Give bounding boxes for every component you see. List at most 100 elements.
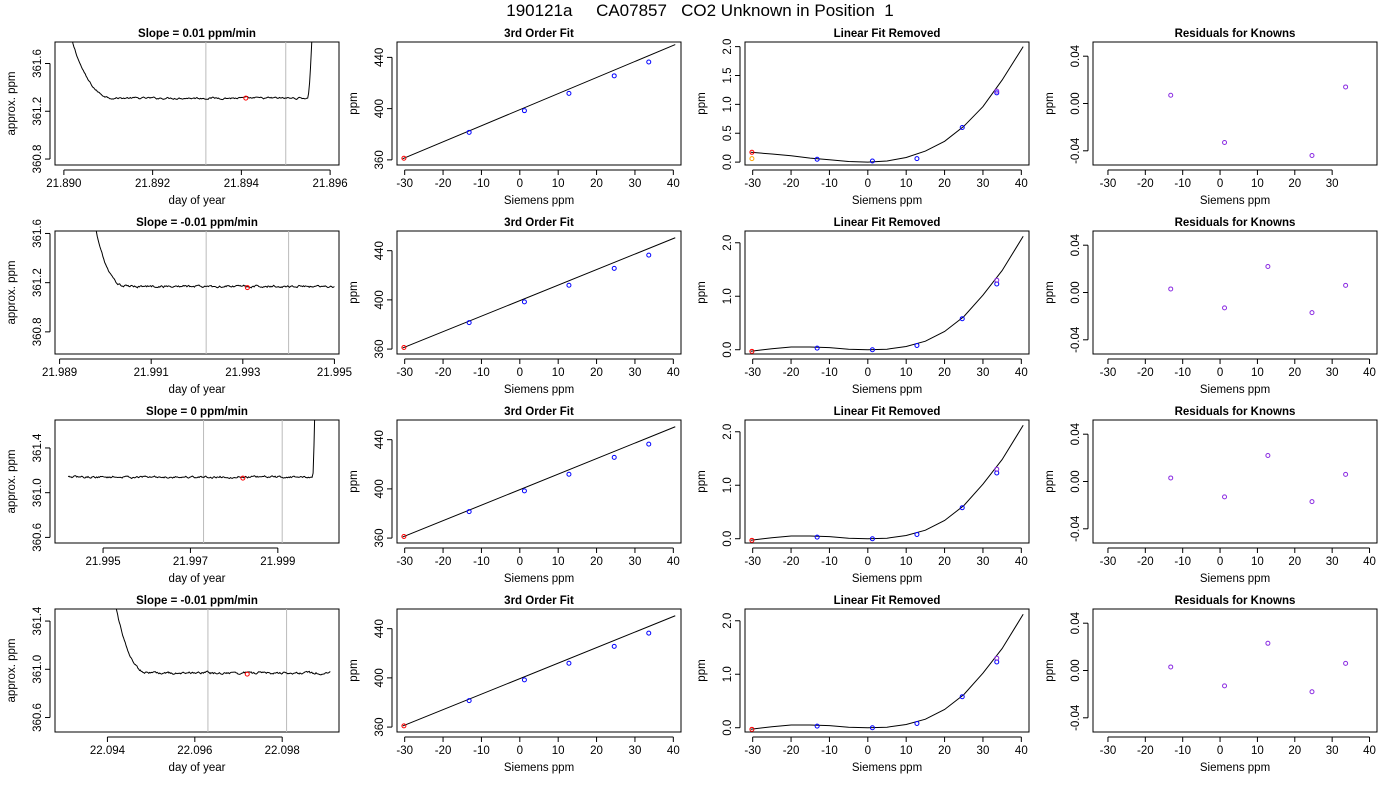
fit-curve: [750, 425, 1024, 541]
residual-point: [1265, 263, 1271, 269]
panel-4-2: 3rd Order Fit -30 -20 -10 0 10 20 30 40 360 400 440…: [348, 595, 682, 774]
y-tick-label: -0.04: [1070, 137, 1082, 164]
plot-area: [401, 615, 676, 729]
plot-frame: [54, 419, 340, 544]
y-tick-label: -0.04: [1070, 326, 1082, 353]
panel-title: 3rd Order Fit: [504, 217, 574, 229]
x-tick-label: -10: [473, 745, 490, 757]
x-axis-label: Siemens ppm: [852, 195, 922, 207]
residual-point: [1265, 640, 1271, 646]
x-axis-label: Siemens ppm: [504, 195, 574, 207]
x-tick-label: 10: [552, 178, 565, 190]
known-point: [814, 345, 820, 351]
y-tick-label: 400: [374, 668, 386, 687]
x-tick-label: 21.995: [317, 367, 352, 379]
known-point: [566, 660, 572, 666]
known-point: [914, 342, 920, 348]
fit-line: [402, 615, 676, 727]
panel-2-1: Slope = -0.01 ppm/min 21.989 21.991 21.993 2…: [6, 217, 352, 396]
x-tick-label: 0: [1217, 367, 1223, 379]
y-tick-label: 1.0: [722, 288, 734, 304]
y-tick-label: 0.00: [1070, 470, 1082, 492]
y-axis-label: approx. ppm: [6, 450, 18, 514]
residual-point: [1222, 140, 1228, 146]
x-tick-label: 21.896: [313, 178, 348, 190]
plot-frame: [1092, 230, 1378, 355]
known-point: [611, 643, 617, 649]
known-point-alt: [994, 466, 1000, 472]
x-tick-label: 40: [1015, 745, 1028, 757]
x-tick-label: 21.989: [42, 367, 77, 379]
x-tick-label: 21.993: [225, 367, 260, 379]
x-tick-label: 40: [667, 745, 680, 757]
x-tick-label: -20: [435, 745, 452, 757]
x-tick-label: -30: [744, 178, 761, 190]
known-point-alt: [994, 655, 1000, 661]
x-axis-label: Siemens ppm: [852, 573, 922, 585]
known-point: [814, 156, 820, 162]
panel-title: Linear Fit Removed: [834, 595, 941, 607]
y-tick-label: -0.04: [1070, 704, 1082, 731]
x-tick-label: -10: [473, 178, 490, 190]
panel-4-1: Slope = -0.01 ppm/min 22.094 22.096 22.098 3…: [6, 595, 340, 774]
known-point: [959, 694, 965, 700]
y-tick-label: 360: [374, 339, 386, 358]
y-tick-label: 360.8: [32, 317, 44, 346]
unknown-point-alt: [749, 156, 755, 162]
known-point: [521, 299, 527, 305]
mean-point: [244, 285, 250, 291]
fit-curve: [750, 236, 1024, 352]
y-axis-label: approx. ppm: [6, 72, 18, 136]
x-tick-label: 40: [1015, 178, 1028, 190]
y-axis-label: ppm: [348, 92, 360, 114]
x-axis-label: day of year: [169, 195, 226, 207]
residual-point: [1168, 92, 1174, 98]
x-tick-label: 0: [865, 556, 871, 568]
x-axis-label: day of year: [169, 384, 226, 396]
y-tick-label: 361.4: [32, 433, 44, 462]
x-tick-label: 20: [938, 745, 951, 757]
known-point: [566, 282, 572, 288]
unknown-point: [749, 537, 755, 543]
x-tick-label: -30: [1100, 367, 1117, 379]
x-tick-label: -10: [1174, 745, 1191, 757]
x-tick-label: 0: [517, 367, 523, 379]
x-axis-label: Siemens ppm: [504, 384, 574, 396]
known-point: [521, 488, 527, 494]
x-axis-label: Siemens ppm: [504, 762, 574, 774]
y-tick-label: 361.6: [32, 219, 44, 248]
x-tick-label: 20: [1288, 178, 1301, 190]
x-tick-label: -10: [473, 556, 490, 568]
x-tick-label: 40: [1015, 367, 1028, 379]
y-tick-label: 2.0: [722, 235, 734, 251]
known-point: [814, 534, 820, 540]
unknown-point: [749, 726, 755, 732]
panel-3-4: Residuals for Knowns -30 -20 -10 0 10 20 30 40 -0…: [1044, 406, 1378, 585]
residual-point: [1343, 84, 1349, 90]
x-tick-label: 20: [590, 745, 603, 757]
x-tick-label: -30: [396, 178, 413, 190]
y-tick-label: -0.04: [1070, 515, 1082, 542]
known-point: [814, 723, 820, 729]
x-tick-label: 10: [1251, 178, 1264, 190]
x-tick-label: 0: [865, 745, 871, 757]
panel-title: Linear Fit Removed: [834, 217, 941, 229]
x-tick-label: -20: [783, 745, 800, 757]
fit-line: [402, 426, 676, 538]
plot-area: [401, 44, 676, 161]
plot-area: [749, 46, 1024, 164]
x-tick-label: 20: [590, 367, 603, 379]
y-tick-label: 360.6: [32, 523, 44, 552]
x-tick-label: 40: [667, 556, 680, 568]
known-point: [521, 677, 527, 683]
x-tick-label: 10: [900, 367, 913, 379]
residual-point: [1343, 471, 1349, 477]
y-tick-label: 361.2: [32, 97, 44, 126]
known-point: [646, 630, 652, 636]
plot-area: [749, 236, 1024, 354]
residual-point: [1309, 153, 1315, 159]
y-axis-label: ppm: [1044, 92, 1056, 114]
residual-point: [1309, 310, 1315, 316]
plot-frame: [396, 608, 682, 733]
x-tick-label: -20: [435, 367, 452, 379]
